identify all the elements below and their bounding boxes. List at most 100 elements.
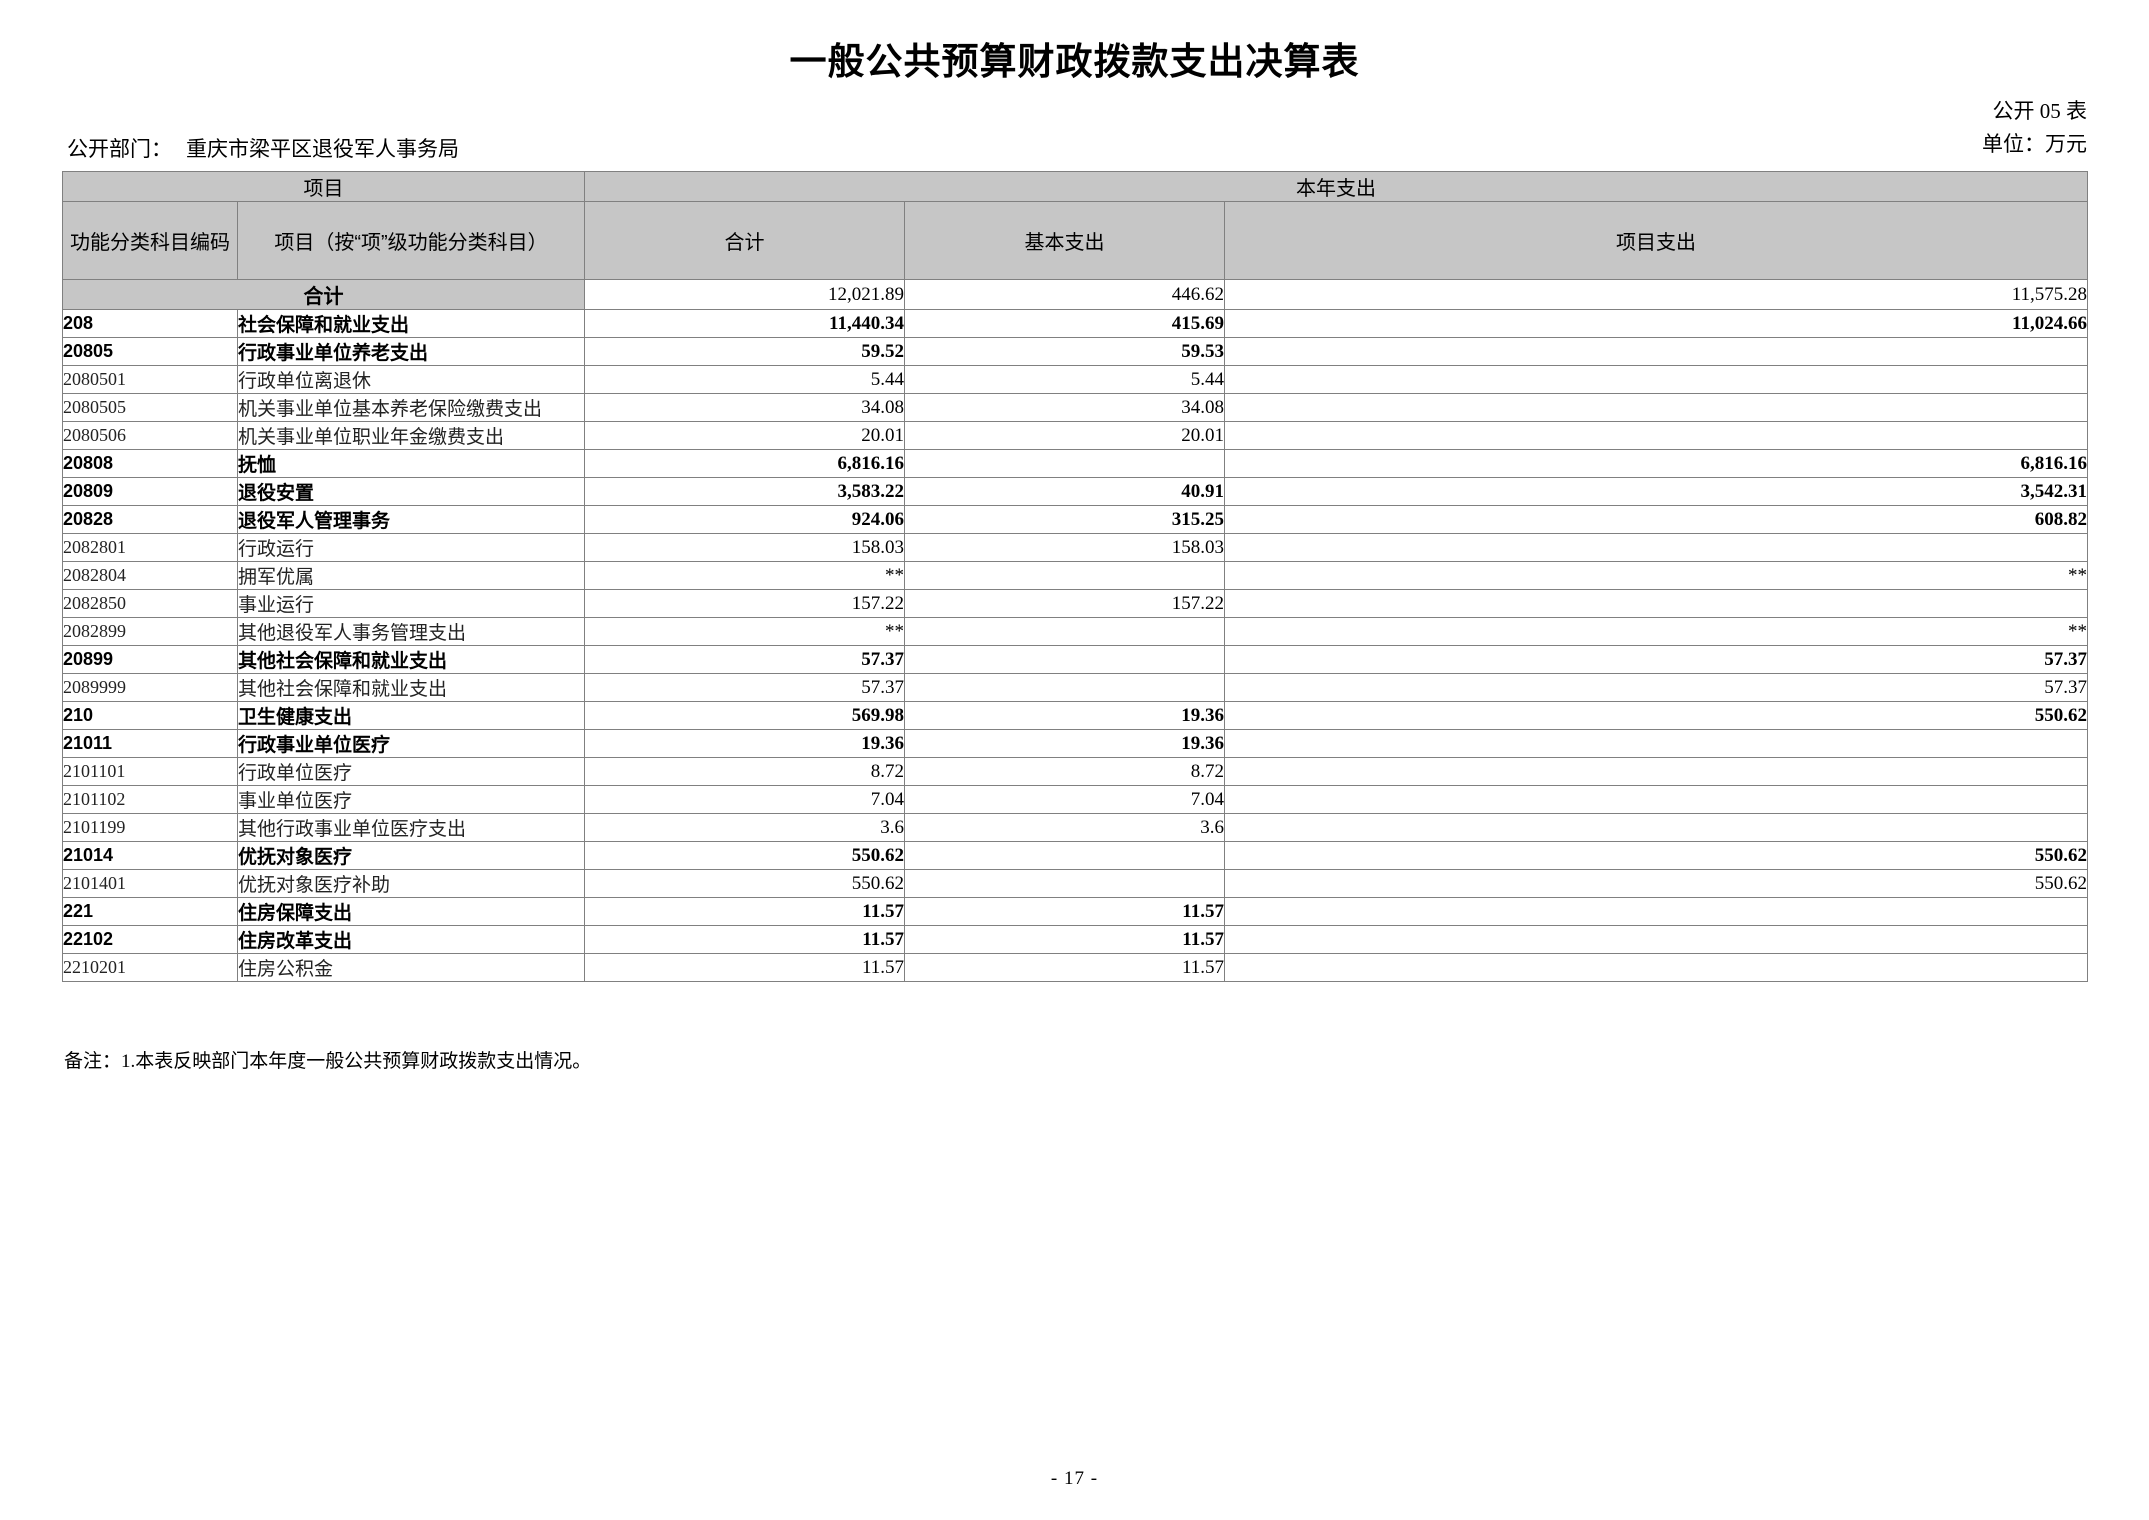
row-basic: 34.08 bbox=[904, 393, 1225, 422]
row-project bbox=[1224, 393, 2088, 422]
unit-note: 单位：万元 bbox=[1982, 131, 2087, 156]
row-project: 550.62 bbox=[1224, 869, 2088, 898]
table-row: 20808 抚恤 6,816.16 6,816.16 bbox=[62, 449, 2088, 478]
budget-table-wrap: 项目 本年支出 功能分类科目编码 项目（按“项”级功能分类科目） 合计 基本支出… bbox=[62, 171, 2088, 982]
row-total: 157.22 bbox=[584, 589, 905, 618]
total-row-label: 合计 bbox=[62, 279, 585, 310]
row-code: 2082804 bbox=[62, 561, 238, 590]
row-total: 19.36 bbox=[584, 729, 905, 758]
row-total: 7.04 bbox=[584, 785, 905, 814]
row-project: 6,816.16 bbox=[1224, 449, 2088, 478]
table-row: 221 住房保障支出 11.57 11.57 bbox=[62, 897, 2088, 926]
table-row: 2210201 住房公积金 11.57 11.57 bbox=[62, 953, 2088, 982]
row-total: 569.98 bbox=[584, 701, 905, 730]
total-row-project: 11,575.28 bbox=[1224, 279, 2088, 310]
page-title: 一般公共预算财政拨款支出决算表 bbox=[789, 41, 1360, 82]
row-basic: 19.36 bbox=[904, 701, 1225, 730]
row-total: 11.57 bbox=[584, 897, 905, 926]
header-col-name: 项目（按“项”级功能分类科目） bbox=[237, 201, 585, 280]
row-code: 20828 bbox=[62, 505, 238, 534]
table-header: 项目 本年支出 功能分类科目编码 项目（按“项”级功能分类科目） 合计 基本支出… bbox=[62, 171, 2088, 280]
row-name: 机关事业单位职业年金缴费支出 bbox=[237, 421, 585, 450]
row-project bbox=[1224, 785, 2088, 814]
row-basic: 415.69 bbox=[904, 309, 1225, 338]
row-project: 3,542.31 bbox=[1224, 477, 2088, 506]
row-name: 退役安置 bbox=[237, 477, 585, 506]
row-basic: 11.57 bbox=[904, 897, 1225, 926]
row-name: 其他社会保障和就业支出 bbox=[237, 645, 585, 674]
row-project: 11,024.66 bbox=[1224, 309, 2088, 338]
table-row: 20899 其他社会保障和就业支出 57.37 57.37 bbox=[62, 645, 2088, 674]
row-basic bbox=[904, 673, 1225, 702]
row-total: 6,816.16 bbox=[584, 449, 905, 478]
row-project: 550.62 bbox=[1224, 701, 2088, 730]
row-code: 221 bbox=[62, 897, 238, 926]
row-project bbox=[1224, 365, 2088, 394]
table-row: 20805 行政事业单位养老支出 59.52 59.53 bbox=[62, 337, 2088, 366]
row-name: 优抚对象医疗 bbox=[237, 841, 585, 870]
row-total: 3,583.22 bbox=[584, 477, 905, 506]
row-total: 57.37 bbox=[584, 673, 905, 702]
header-col-code: 功能分类科目编码 bbox=[62, 201, 238, 280]
total-row-basic: 446.62 bbox=[904, 279, 1225, 310]
table-row: 2101199 其他行政事业单位医疗支出 3.6 3.6 bbox=[62, 813, 2088, 842]
row-name: 行政单位医疗 bbox=[237, 757, 585, 786]
table-row: 2082804 拥军优属 ** ** bbox=[62, 561, 2088, 590]
row-basic: 11.57 bbox=[904, 953, 1225, 982]
table-row: 2080506 机关事业单位职业年金缴费支出 20.01 20.01 bbox=[62, 421, 2088, 450]
row-code: 2082850 bbox=[62, 589, 238, 618]
row-name: 住房保障支出 bbox=[237, 897, 585, 926]
row-project bbox=[1224, 953, 2088, 982]
table-row: 22102 住房改革支出 11.57 11.57 bbox=[62, 925, 2088, 954]
row-total: 8.72 bbox=[584, 757, 905, 786]
row-total: 57.37 bbox=[584, 645, 905, 674]
row-total: 924.06 bbox=[584, 505, 905, 534]
row-project bbox=[1224, 337, 2088, 366]
row-project bbox=[1224, 589, 2088, 618]
row-total: 34.08 bbox=[584, 393, 905, 422]
form-meta: 公开 05 表 单位：万元 bbox=[1982, 95, 2087, 160]
row-total: 11.57 bbox=[584, 925, 905, 954]
table-row-total: 合计 12,021.89 446.62 11,575.28 bbox=[62, 279, 2088, 310]
row-project bbox=[1224, 897, 2088, 926]
row-project: 550.62 bbox=[1224, 841, 2088, 870]
row-code: 20808 bbox=[62, 449, 238, 478]
row-basic bbox=[904, 561, 1225, 590]
row-code: 2210201 bbox=[62, 953, 238, 982]
row-basic bbox=[904, 449, 1225, 478]
row-name: 其他退役军人事务管理支出 bbox=[237, 617, 585, 646]
row-name: 行政事业单位医疗 bbox=[237, 729, 585, 758]
row-total: 11.57 bbox=[584, 953, 905, 982]
row-project bbox=[1224, 729, 2088, 758]
table-row: 2082801 行政运行 158.03 158.03 bbox=[62, 533, 2088, 562]
row-basic: 3.6 bbox=[904, 813, 1225, 842]
table-row: 210 卫生健康支出 569.98 19.36 550.62 bbox=[62, 701, 2088, 730]
department-label: 公开部门： bbox=[67, 137, 172, 161]
row-code: 22102 bbox=[62, 925, 238, 954]
row-code: 2089999 bbox=[62, 673, 238, 702]
row-project: ** bbox=[1224, 561, 2088, 590]
row-code: 208 bbox=[62, 309, 238, 338]
table-row: 2082850 事业运行 157.22 157.22 bbox=[62, 589, 2088, 618]
row-project bbox=[1224, 813, 2088, 842]
row-project bbox=[1224, 757, 2088, 786]
header-col-basic: 基本支出 bbox=[904, 201, 1225, 280]
table-row: 21014 优抚对象医疗 550.62 550.62 bbox=[62, 841, 2088, 870]
row-code: 2082899 bbox=[62, 617, 238, 646]
department-name: 重庆市梁平区退役军人事务局 bbox=[186, 137, 459, 161]
row-code: 2080505 bbox=[62, 393, 238, 422]
row-code: 210 bbox=[62, 701, 238, 730]
row-name: 抚恤 bbox=[237, 449, 585, 478]
row-basic: 8.72 bbox=[904, 757, 1225, 786]
row-basic: 7.04 bbox=[904, 785, 1225, 814]
row-basic: 59.53 bbox=[904, 337, 1225, 366]
table-row: 2080501 行政单位离退休 5.44 5.44 bbox=[62, 365, 2088, 394]
row-basic bbox=[904, 841, 1225, 870]
row-name: 优抚对象医疗补助 bbox=[237, 869, 585, 898]
row-total: 158.03 bbox=[584, 533, 905, 562]
row-name: 机关事业单位基本养老保险缴费支出 bbox=[237, 393, 585, 422]
header-group-expenditure: 本年支出 bbox=[584, 171, 2088, 202]
row-code: 20805 bbox=[62, 337, 238, 366]
row-code: 20899 bbox=[62, 645, 238, 674]
header-col-project: 项目支出 bbox=[1224, 201, 2088, 280]
